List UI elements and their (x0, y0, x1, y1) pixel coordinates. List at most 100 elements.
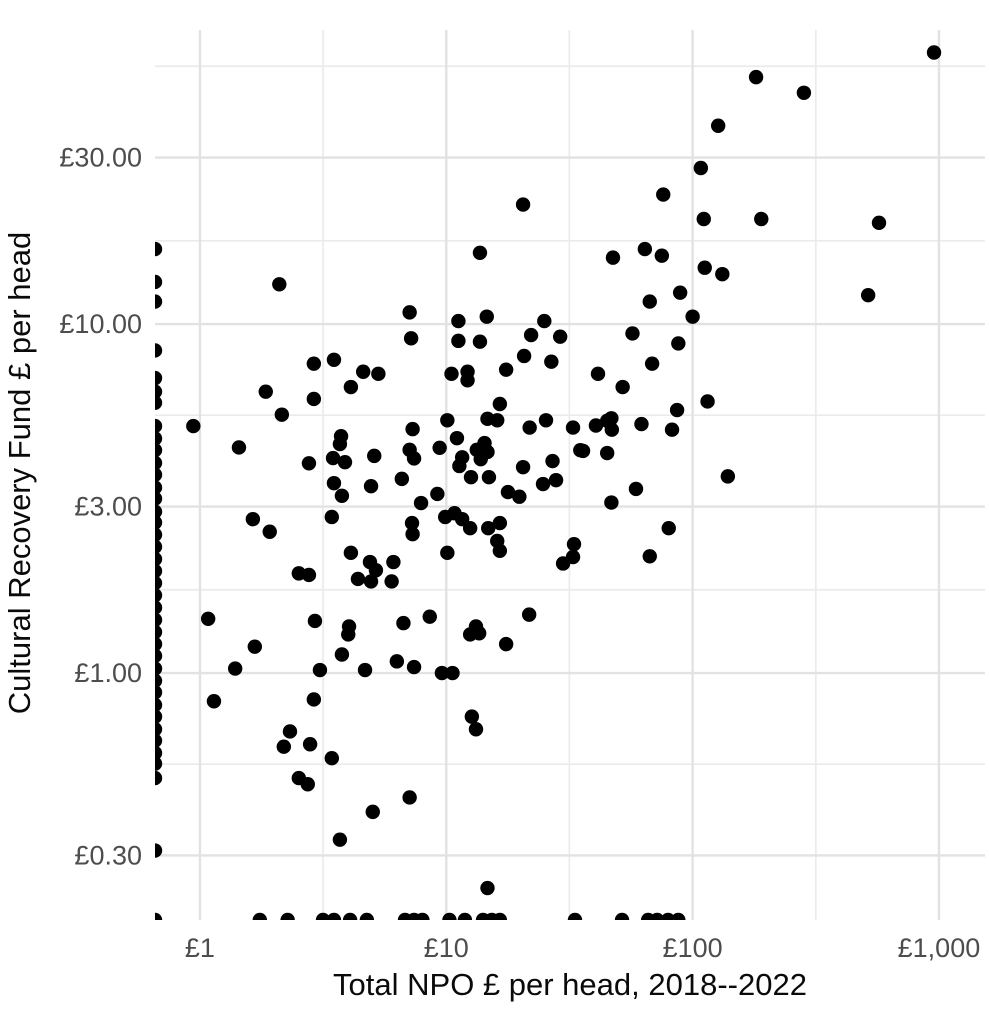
data-point (343, 379, 359, 395)
data-point (155, 274, 163, 290)
data-points (155, 45, 942, 920)
data-point (155, 648, 163, 664)
data-point (155, 600, 163, 615)
data-point (522, 420, 537, 435)
data-point (247, 639, 263, 654)
data-point (697, 260, 712, 275)
data-point (363, 574, 379, 589)
data-point (649, 912, 665, 920)
data-point (155, 588, 163, 603)
data-point (590, 366, 606, 382)
data-point (444, 366, 459, 382)
data-point (685, 309, 700, 324)
data-point (155, 673, 163, 688)
data-point (306, 692, 322, 707)
data-point (280, 912, 295, 920)
data-point (671, 336, 686, 351)
data-point (628, 481, 644, 497)
data-point (860, 287, 876, 303)
y-tick-label: £1.00 (74, 658, 142, 688)
data-point (434, 665, 450, 681)
data-point (384, 574, 399, 589)
minor-gridlines (155, 30, 985, 920)
data-point (535, 476, 551, 492)
data-point (342, 912, 358, 920)
data-point (326, 352, 342, 367)
data-point (306, 391, 322, 407)
data-point (642, 549, 657, 564)
data-point (605, 250, 621, 265)
data-point (440, 413, 455, 428)
data-point (406, 659, 422, 675)
data-point (440, 545, 455, 561)
data-point (325, 450, 341, 466)
data-point (155, 563, 163, 579)
data-point (796, 85, 812, 100)
data-point (516, 348, 532, 364)
data-point (498, 362, 514, 377)
data-point (334, 647, 350, 662)
data-point (155, 515, 163, 530)
data-point (155, 661, 163, 676)
data-point (389, 654, 405, 669)
data-point (155, 756, 163, 771)
data-point (155, 504, 163, 519)
data-point (155, 624, 163, 640)
data-point (276, 739, 292, 754)
data-point (481, 521, 496, 536)
data-point (386, 554, 401, 570)
data-point (227, 661, 243, 676)
data-point (272, 277, 287, 292)
data-point (473, 451, 488, 467)
data-point (324, 751, 340, 766)
data-point (463, 470, 479, 485)
data-point (492, 912, 508, 920)
data-point (871, 215, 887, 231)
data-point (604, 495, 619, 510)
data-point (155, 443, 163, 458)
data-point (693, 160, 709, 176)
data-point (472, 334, 488, 349)
data-point (405, 421, 420, 437)
data-point (307, 613, 323, 629)
data-point (367, 448, 382, 464)
data-point (155, 733, 163, 748)
data-point (537, 313, 552, 329)
data-point (155, 722, 163, 737)
data-point (422, 609, 437, 624)
data-point (523, 327, 539, 343)
data-point (155, 539, 163, 554)
data-point (615, 379, 630, 395)
data-point (599, 445, 615, 461)
data-point (155, 294, 163, 309)
data-point (492, 396, 508, 412)
data-point (343, 545, 359, 561)
data-point (231, 440, 247, 455)
data-point (315, 912, 331, 920)
data-point (155, 527, 163, 542)
data-point (282, 724, 298, 739)
data-point (357, 662, 373, 678)
data-point (155, 612, 163, 628)
x-tick-label: £100 (663, 933, 723, 963)
data-point (274, 407, 290, 422)
data-point (449, 430, 465, 446)
data-point (155, 745, 163, 761)
data-point (155, 395, 163, 410)
data-point (642, 294, 657, 309)
data-point (457, 912, 473, 920)
data-point (521, 607, 537, 622)
x-axis-tick-labels: £1 £10 £100 £1,000 (185, 933, 980, 963)
data-point (548, 472, 564, 488)
data-point (415, 912, 430, 920)
data-point (512, 489, 527, 504)
data-point (614, 912, 630, 920)
data-point (552, 329, 568, 344)
data-point (350, 571, 366, 587)
data-point (644, 356, 660, 371)
data-point (545, 453, 560, 469)
data-point (394, 471, 410, 487)
data-point (451, 333, 466, 349)
y-tick-label: £0.30 (74, 840, 142, 870)
